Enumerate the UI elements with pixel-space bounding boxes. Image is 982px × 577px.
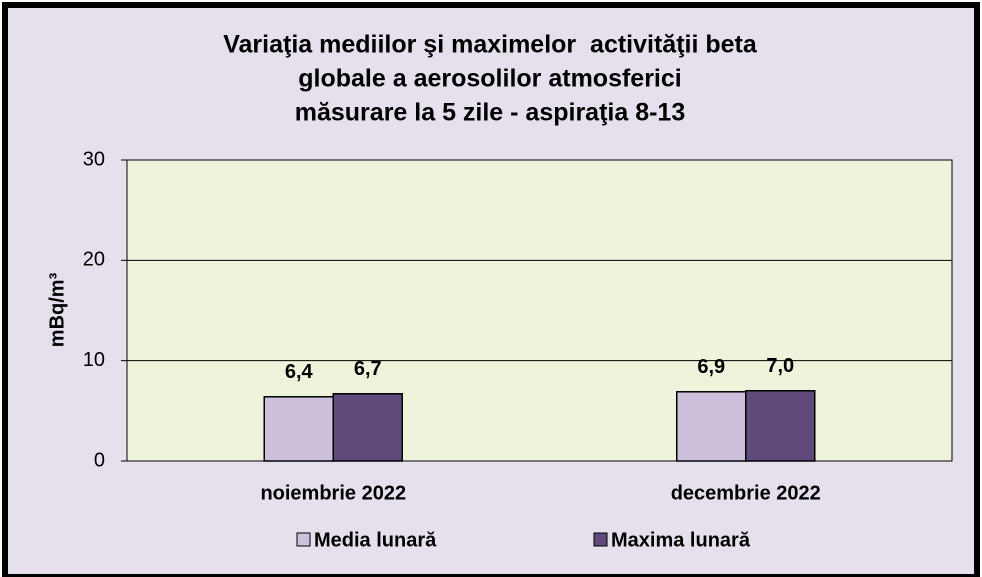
bar [676, 391, 747, 462]
x-tick-label: decembrie 2022 [671, 482, 821, 504]
value-label: 6,7 [354, 358, 382, 380]
value-label: 6,4 [285, 361, 314, 383]
bar [263, 396, 334, 462]
plot-area [126, 159, 953, 462]
legend-swatch [593, 532, 608, 547]
chart-title: măsurare la 5 zile - aspiraţia 8-13 [295, 99, 686, 127]
value-label: 6,9 [697, 356, 725, 378]
bar [332, 393, 403, 462]
x-tick-label: noiembrie 2022 [260, 482, 406, 504]
y-tick-label: 30 [83, 148, 105, 170]
legend-swatch [296, 532, 311, 547]
y-tick-label: 0 [94, 449, 105, 471]
y-tick-label: 20 [83, 249, 105, 271]
chart-title: globale a aerosolilor atmosferici [298, 65, 681, 93]
legend-label: Media lunară [314, 529, 437, 551]
value-label: 7,0 [766, 355, 794, 377]
chart-title: Variaţia mediilor şi maximelor activităţ… [223, 31, 758, 59]
y-axis-label: mBq/m³ [46, 272, 68, 347]
legend-label: Maxima lunară [611, 529, 751, 551]
y-tick-label: 10 [83, 349, 105, 371]
bar [745, 390, 816, 462]
